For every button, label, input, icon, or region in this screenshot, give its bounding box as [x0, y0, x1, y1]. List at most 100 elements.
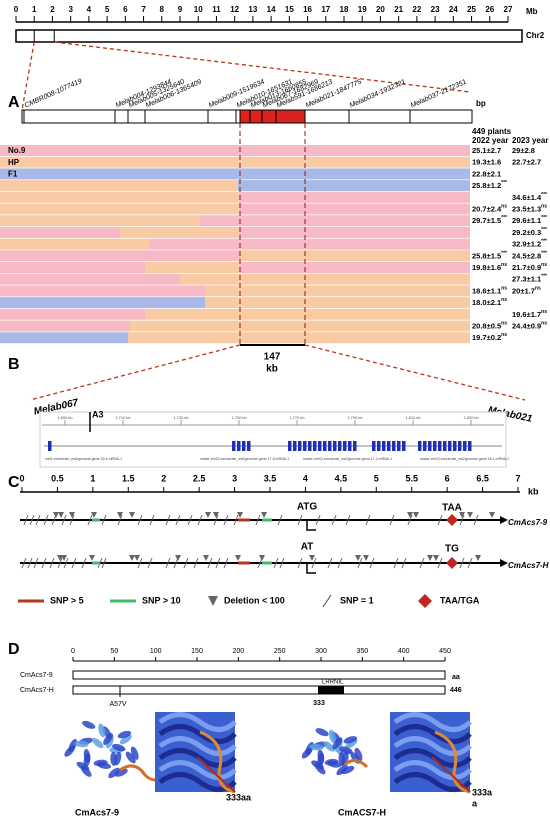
- deletion: [91, 512, 97, 518]
- snp: [473, 514, 479, 526]
- zoom-line: [29, 344, 241, 401]
- helix: [108, 767, 120, 779]
- helix-zoom: [158, 724, 237, 744]
- snp: [419, 557, 425, 569]
- snp: [357, 557, 363, 569]
- year-header: 2022 year: [472, 136, 508, 145]
- phenotype-value: 19.8±1.6ns: [472, 262, 507, 272]
- stop-codon: [446, 557, 458, 569]
- deletion: [235, 555, 241, 561]
- tick-label: 0: [14, 5, 19, 14]
- significance: ns: [501, 204, 507, 210]
- genotype-segment: [205, 285, 470, 297]
- deletion: [363, 555, 369, 561]
- exon: [468, 441, 472, 451]
- phenotype-value: 20.8±0.5ns: [472, 321, 507, 331]
- snp: [401, 557, 407, 569]
- snp: [137, 514, 143, 526]
- ruler-label: 1,770 kb: [289, 415, 305, 420]
- start-codon: AT: [301, 542, 314, 553]
- tick-label: 8: [160, 5, 165, 14]
- snp: [459, 514, 465, 526]
- loop-zoom: [199, 730, 236, 794]
- helix: [309, 743, 324, 751]
- axis-unit: kb: [528, 486, 539, 496]
- gene-label: mel2-exonerate_est2genome-gene-16.4-mRNA…: [45, 457, 122, 461]
- significance: ns: [541, 309, 547, 315]
- tick-label: 3: [232, 473, 237, 483]
- marker-label: CMBR008-1077419: [24, 78, 83, 110]
- helix: [97, 762, 111, 769]
- genotype-segment: [0, 168, 470, 180]
- tick-label: 150: [191, 648, 203, 655]
- locus-label: A3: [92, 409, 104, 419]
- snp: [277, 514, 283, 526]
- significance: ns: [501, 262, 507, 268]
- exon: [343, 441, 347, 451]
- legend-swatch: [208, 596, 218, 606]
- significance: ***: [501, 216, 507, 222]
- browser-frame: [39, 411, 507, 468]
- deletion: [205, 512, 211, 518]
- significance: ns: [541, 262, 547, 268]
- snp: [57, 557, 63, 569]
- snp: [273, 557, 279, 569]
- allele-name: CmAcs7-H: [508, 561, 549, 570]
- tick-label: 200: [232, 648, 244, 655]
- snp: [27, 557, 33, 569]
- genotype-segment: [180, 273, 470, 285]
- genotype-segment: [0, 238, 150, 250]
- exon: [313, 441, 317, 451]
- tick-label: 21: [394, 5, 403, 14]
- genotype-segment: [0, 308, 145, 320]
- deletion: [57, 555, 63, 561]
- exon: [418, 441, 422, 451]
- exon: [443, 441, 447, 451]
- exon: [397, 441, 401, 451]
- snp: [33, 557, 39, 569]
- exon: [428, 441, 432, 451]
- snp: [61, 514, 67, 526]
- structure-caption: CmACS7-H: [338, 807, 386, 817]
- tick-label: 25: [467, 5, 476, 14]
- helix-zoom: [158, 748, 237, 768]
- tick-label: 14: [267, 5, 276, 14]
- tick-label: 6.5: [476, 473, 489, 483]
- deletion: [407, 512, 413, 518]
- exon: [247, 441, 251, 451]
- snp: [207, 557, 213, 569]
- deletion: [69, 512, 75, 518]
- exon: [448, 441, 452, 451]
- genotype-segment: [145, 262, 240, 273]
- year-header: 2023 year: [512, 136, 548, 145]
- tick-label: 22: [412, 5, 421, 14]
- helix-zoom: [393, 760, 472, 780]
- helix: [83, 753, 91, 768]
- genotype-segment: [150, 238, 470, 250]
- tick-label: 6: [123, 5, 128, 14]
- snp: [23, 514, 29, 526]
- significance: ***: [501, 180, 507, 186]
- snp: [43, 514, 49, 526]
- deletion: [129, 555, 135, 561]
- row-label: No.9: [8, 146, 26, 155]
- deletion: [89, 555, 95, 561]
- tick-label: 10: [194, 5, 203, 14]
- phenotype-value: 19.6±1.7ns: [512, 309, 547, 319]
- helix: [317, 752, 325, 767]
- helix-zoom: [158, 760, 237, 780]
- phenotype-value: 20.7±2.4ns: [472, 204, 507, 214]
- helix-zoom: [393, 724, 472, 744]
- tick-label: 26: [485, 5, 494, 14]
- snp: [29, 514, 35, 526]
- row-label: F1: [8, 170, 18, 179]
- snp: [187, 514, 193, 526]
- tick-label: 17: [321, 5, 330, 14]
- snp: [71, 557, 77, 569]
- phenotype-value: 20±1.7ns: [512, 286, 541, 296]
- exon: [333, 441, 337, 451]
- site-pointer: [196, 756, 236, 793]
- tick-label: 0: [71, 648, 75, 655]
- tick-label: 15: [285, 5, 294, 14]
